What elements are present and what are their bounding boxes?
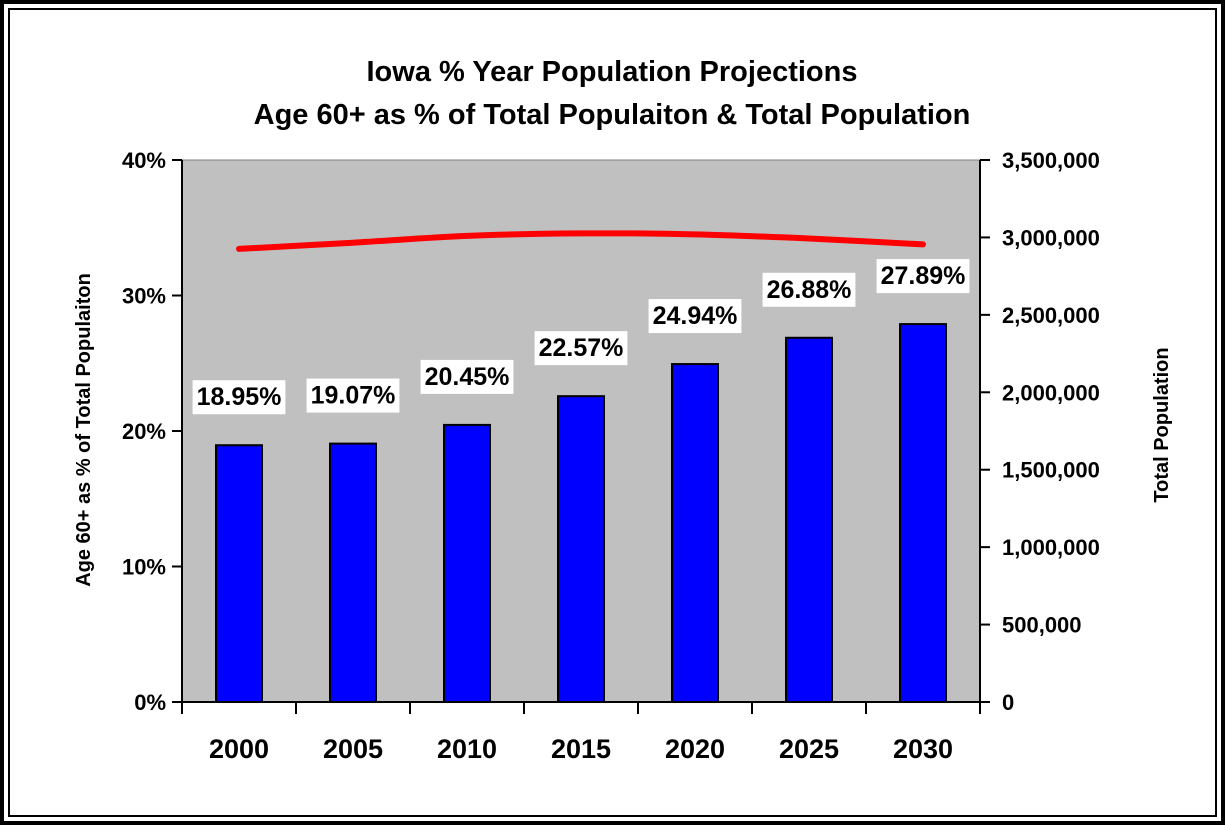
data-label-text: 27.89% [881,262,966,290]
data-label-background [876,259,970,294]
x-tick-label: 2000 [209,734,269,764]
y-tick-label: 30% [122,284,166,309]
data-label-text: 22.57% [539,334,624,362]
data-label-2000: 18.95% [192,380,286,415]
bar-series [215,323,947,703]
data-label-2030: 27.89% [876,259,970,294]
y-tick-label: 40% [122,148,166,173]
x-tick-label: 2010 [437,734,497,764]
population-line [236,230,926,252]
data-label-background [762,272,856,307]
data-label-background [420,359,514,394]
data-label-background [192,380,286,415]
y2-tick-label: 3,500,000 [1002,148,1100,173]
y-tick-label: 20% [122,419,166,444]
bar-2020 [671,363,719,703]
y2-tick-label: 1,000,000 [1002,535,1100,560]
bar-2025 [785,336,833,703]
data-label-text: 19.07% [311,382,396,410]
data-label-2005: 19.07% [306,378,400,413]
data-labels: 18.95% 19.07% 20.45% 22.57% 24.94% 26.88% 27.8… [192,259,970,415]
line-series [236,230,926,252]
bar-2030 [899,323,947,703]
data-label-background [648,299,742,334]
data-label-text: 26.88% [767,276,852,304]
data-label-2015: 22.57% [534,331,628,366]
y2-tick-label: 2,500,000 [1002,303,1100,328]
data-label-2010: 20.45% [420,359,514,394]
data-label-background [306,378,400,413]
y2-tick-label: 1,500,000 [1002,458,1100,483]
bar-2000 [215,444,263,703]
x-tick-label: 2020 [665,734,725,764]
bar-2015 [557,395,605,703]
y2-tick-label: 500,000 [1002,613,1082,638]
y-tick-label: 10% [122,555,166,580]
axes: 0% 10% 20% 30% 40% 0 500,000 1,000,000 1,500,000… [122,148,1100,764]
data-label-2025: 26.88% [762,272,856,307]
bar-2005 [329,442,377,703]
y2-tick-label: 2,000,000 [1002,380,1100,405]
x-tick-label: 2005 [323,734,383,764]
data-label-2020: 24.94% [648,299,742,334]
chart-title: Iowa % Year Population Projections [367,56,858,88]
x-tick-label: 2015 [551,734,611,764]
x-tick-label: 2025 [779,734,839,764]
y-axis-label: Age 60+ as % of Total Populaiton [73,273,95,587]
data-label-text: 24.94% [653,302,738,330]
chart-subtitle: Age 60+ as % of Total Populaiton & Total… [254,99,971,131]
data-label-text: 20.45% [425,363,510,391]
inner-frame [8,8,1217,817]
y-tick-label: 0% [134,690,166,715]
data-label-background [534,331,628,366]
y2-axis-label: Total Population [1151,347,1173,502]
x-tick-label: 2030 [893,734,953,764]
data-label-text: 18.95% [197,383,282,411]
y2-tick-label: 3,000,000 [1002,225,1100,250]
bar-2010 [443,423,491,703]
y2-tick-label: 0 [1002,690,1014,715]
